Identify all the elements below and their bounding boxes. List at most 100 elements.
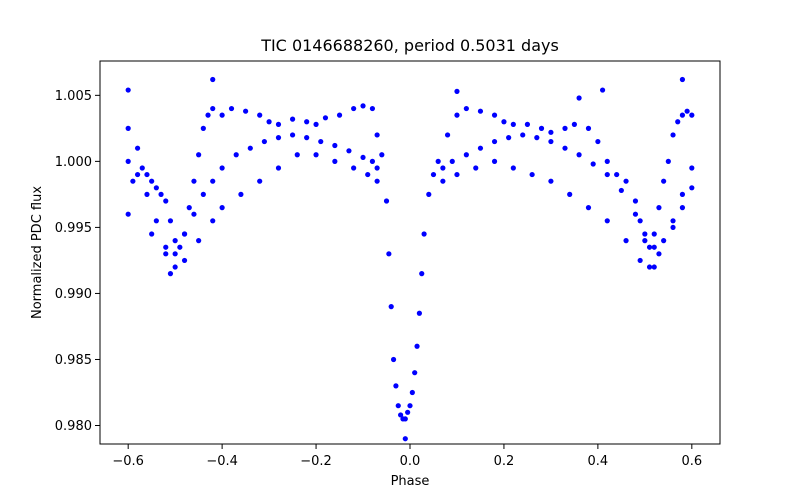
data-point	[510, 121, 516, 127]
data-point	[473, 165, 479, 171]
data-point	[679, 112, 686, 118]
data-point	[398, 412, 404, 418]
data-point	[318, 138, 324, 145]
data-point	[562, 145, 568, 151]
y-tick-label: 0.990	[55, 287, 92, 302]
data-point	[646, 244, 653, 250]
data-point	[374, 132, 380, 138]
data-point	[520, 132, 526, 138]
data-point	[538, 125, 545, 131]
data-point	[646, 264, 653, 270]
data-point	[444, 132, 451, 138]
x-axis: −0.6 −0.4 −0.2 0.0 0.2 0.4 0.6	[112, 444, 702, 469]
data-point	[661, 238, 667, 244]
data-point	[637, 218, 643, 224]
data-point	[125, 211, 131, 217]
data-point	[670, 132, 676, 138]
data-point	[665, 158, 671, 164]
data-point	[585, 125, 592, 131]
data-point	[576, 152, 582, 158]
y-tick-label: 0.995	[55, 221, 92, 236]
data-point	[365, 171, 371, 178]
data-point	[172, 264, 178, 270]
data-point	[186, 205, 192, 211]
data-point	[419, 271, 425, 277]
data-point	[651, 231, 657, 237]
data-point	[604, 218, 610, 224]
data-point	[463, 152, 469, 158]
data-point	[388, 304, 394, 310]
data-point	[454, 88, 460, 94]
y-tick-label: 1.000	[55, 155, 92, 170]
data-point	[632, 211, 639, 217]
chart-title: TIC 0146688260, period 0.5031 days	[260, 36, 559, 55]
data-point	[548, 129, 554, 135]
data-point	[243, 108, 249, 114]
data-point	[238, 191, 244, 197]
data-point	[275, 135, 282, 141]
data-point	[510, 165, 516, 171]
data-point	[393, 383, 399, 389]
data-point	[426, 191, 432, 197]
data-point	[369, 105, 376, 112]
data-point	[313, 121, 319, 127]
data-point	[177, 244, 183, 250]
data-point	[139, 165, 145, 171]
data-point	[210, 76, 216, 83]
data-point	[651, 264, 657, 270]
data-point	[416, 310, 422, 316]
data-point	[228, 105, 235, 112]
data-point	[614, 171, 620, 178]
data-point	[656, 251, 662, 257]
data-point	[191, 178, 197, 184]
x-tick-label: 0.4	[588, 454, 609, 469]
data-point	[386, 251, 392, 257]
data-point	[379, 152, 385, 158]
data-point	[219, 165, 225, 171]
data-point	[618, 187, 624, 194]
data-point	[449, 158, 455, 164]
data-point	[261, 138, 267, 145]
data-point	[689, 165, 695, 171]
data-point	[675, 119, 681, 125]
data-point	[642, 231, 648, 237]
x-tick-label: 0.2	[494, 454, 515, 469]
data-point	[623, 238, 629, 244]
data-point	[167, 271, 174, 277]
data-point	[670, 218, 676, 224]
data-point	[158, 191, 164, 197]
data-point	[360, 103, 366, 109]
data-point	[149, 178, 155, 184]
data-point	[172, 238, 178, 244]
data-point	[346, 148, 352, 154]
y-axis: 0.980 0.985 0.990 0.995 1.000 1.005	[55, 89, 100, 434]
data-point	[130, 178, 136, 184]
y-axis-label: Normalized PDC flux	[30, 186, 45, 319]
data-point	[134, 171, 141, 178]
data-point	[125, 87, 131, 93]
data-point	[200, 125, 206, 131]
data-point	[125, 158, 131, 164]
data-point	[412, 370, 418, 376]
data-point	[360, 154, 366, 161]
data-point	[200, 191, 206, 197]
data-point	[679, 76, 686, 83]
data-point	[351, 165, 357, 171]
data-point	[585, 205, 592, 211]
data-point	[153, 218, 159, 224]
x-tick-label: −0.2	[300, 454, 332, 469]
x-tick-label: 0.0	[400, 454, 421, 469]
data-point	[454, 171, 460, 178]
data-point	[491, 158, 498, 164]
data-point	[402, 436, 408, 442]
data-point	[304, 135, 310, 141]
data-point	[463, 105, 469, 112]
data-point	[149, 231, 155, 237]
data-point	[219, 205, 225, 211]
data-point	[144, 191, 150, 197]
data-point	[210, 178, 216, 184]
data-point	[275, 165, 282, 171]
data-point	[414, 343, 420, 349]
data-point	[651, 244, 657, 250]
